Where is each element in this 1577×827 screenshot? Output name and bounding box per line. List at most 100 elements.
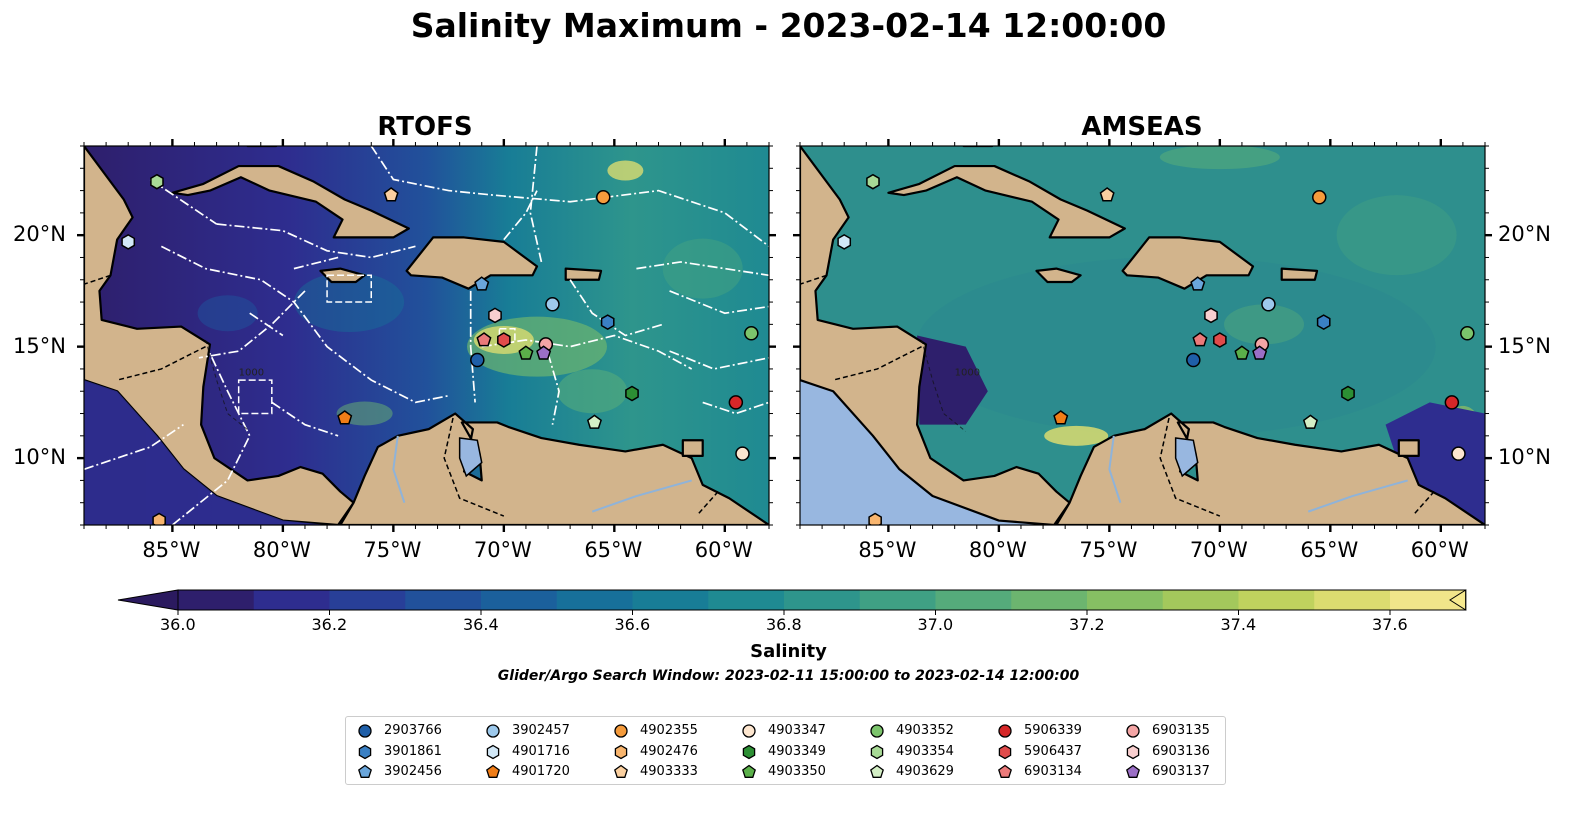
colorbar-tick-label: 36.6 (614, 615, 651, 634)
legend-label: 6903137 (1152, 764, 1210, 779)
legend-label: 6903136 (1152, 743, 1210, 759)
colorbar-segment (935, 590, 1012, 610)
platform-marker-5906339 (728, 395, 744, 410)
platform-marker-5906437 (497, 332, 511, 348)
colorbar-tick-label: 37.2 (1069, 615, 1105, 634)
platform-marker-6903136 (1204, 307, 1218, 324)
colorbar-tick-label: 36.2 (311, 615, 348, 634)
platform-marker-4903349 (625, 385, 639, 402)
legend-marker-icon (358, 764, 372, 778)
x-tick-label: 65°W (584, 538, 643, 562)
platform-marker-4902476 (152, 512, 166, 525)
platform-marker-4901720 (337, 410, 353, 425)
colorbar-segment (253, 590, 330, 610)
platform-marker-3902456 (474, 276, 490, 291)
platform-marker-4902355 (1312, 190, 1327, 205)
colorbar-segment (1314, 590, 1391, 610)
legend-marker-icon (358, 744, 372, 759)
legend-marker-icon (998, 724, 1012, 738)
colorbar-segment (1238, 590, 1315, 610)
platform-legend: 2903766 3901861 3902456 3902457 4901716 49017… (345, 716, 1226, 785)
legend-marker-icon (486, 764, 500, 778)
map-panels: 1000 1000 (77, 139, 1492, 532)
platform-marker-4903347 (1451, 446, 1466, 461)
platform-marker-4903347 (735, 446, 750, 461)
platform-marker-4902476 (868, 512, 882, 525)
platform-marker-4903352 (744, 326, 759, 341)
panel-title-rtofs: RTOFS (377, 112, 473, 142)
legend-marker-icon (998, 744, 1012, 759)
colorbar-segment (859, 590, 936, 610)
x-tick-label: 60°W (1410, 538, 1469, 562)
legend-marker-icon (486, 744, 500, 759)
legend-label: 4902476 (640, 743, 698, 759)
platform-marker-3902457 (545, 297, 560, 312)
colorbar-tick-label: 37.0 (917, 615, 954, 634)
platform-marker-4902355 (596, 190, 611, 205)
platform-marker-2903766 (1186, 352, 1201, 368)
legend-label: 4903349 (768, 743, 826, 759)
legend-label: 3902456 (384, 764, 442, 779)
legend-marker-icon (1126, 764, 1140, 778)
legend-label: 4903629 (896, 764, 954, 779)
legend-label: 2903766 (384, 723, 442, 738)
x-tick-label: 65°W (1300, 538, 1359, 562)
legend-marker-icon (486, 724, 500, 738)
platform-marker-6903134 (1192, 332, 1208, 347)
platform-marker-3902457 (1261, 297, 1276, 312)
colorbar-segment (1011, 590, 1088, 610)
colorbar-segment (632, 590, 709, 610)
amseas-map: 1000 (793, 139, 1492, 532)
legend-marker-icon (358, 724, 372, 738)
x-tick-label: 75°W (1079, 538, 1138, 562)
colorbar-segment (784, 590, 861, 610)
platform-marker-4903350 (1234, 345, 1250, 360)
legend-marker-icon (998, 764, 1012, 778)
colorbar-segment (556, 590, 633, 610)
platform-marker-6903137 (536, 345, 552, 360)
legend-label: 5906339 (1024, 723, 1082, 738)
platform-marker-4903333 (383, 187, 399, 202)
colorbar-tick-label: 37.6 (1372, 615, 1408, 634)
colorbar-tick-label: 36.4 (463, 615, 499, 634)
colorbar-tick-label: 36.8 (766, 615, 802, 634)
platform-marker-5906339 (1444, 395, 1460, 410)
isobath-label: 1000 (955, 368, 980, 379)
x-tick-label: 85°W (858, 538, 917, 562)
legend-label: 4903354 (896, 743, 954, 759)
isobath-label: 1000 (239, 368, 264, 379)
platform-marker-4903629 (1302, 414, 1318, 429)
platform-marker-4901716 (121, 234, 136, 250)
legend-label: 4903350 (768, 764, 826, 779)
colorbar-label: Salinity (750, 641, 827, 662)
colorbar-tick-label: 37.4 (1220, 615, 1257, 634)
search-window-text: Glider/Argo Search Window: 2023-02-11 15… (497, 668, 1080, 684)
platform-marker-5906437 (1213, 332, 1227, 348)
platform-marker-4901720 (1053, 410, 1069, 425)
colorbar-segment (1087, 590, 1164, 610)
x-tick-label: 80°W (252, 538, 311, 562)
legend-label: 6903134 (1024, 764, 1082, 779)
colorbar-frame (177, 589, 1467, 611)
colorbar-segment (405, 590, 482, 610)
legend-label: 3902457 (512, 723, 570, 738)
platform-marker-4903352 (1460, 326, 1475, 341)
colorbar-extend-low (117, 589, 179, 611)
legend-label: 4903347 (768, 723, 826, 738)
platform-marker-3902456 (1190, 276, 1206, 291)
x-tick-label: 70°W (1189, 538, 1248, 562)
panel-title-amseas: AMSEAS (1081, 112, 1203, 142)
legend-marker-icon (614, 764, 628, 778)
legend-marker-icon (1126, 744, 1140, 759)
platform-marker-4903629 (586, 414, 602, 429)
platform-marker-4903354 (866, 173, 880, 190)
legend-marker-icon (1126, 724, 1140, 738)
y-tick-label-right: 20°N (1498, 222, 1551, 247)
y-tick-label-left: 20°N (13, 222, 66, 247)
legend-label: 4903333 (640, 764, 698, 779)
colorbar-segment (178, 590, 255, 610)
y-tick-label-right: 15°N (1498, 333, 1551, 358)
platform-marker-6903136 (488, 307, 502, 324)
y-tick-label-left: 10°N (13, 445, 66, 470)
platform-marker-2903766 (470, 352, 485, 368)
